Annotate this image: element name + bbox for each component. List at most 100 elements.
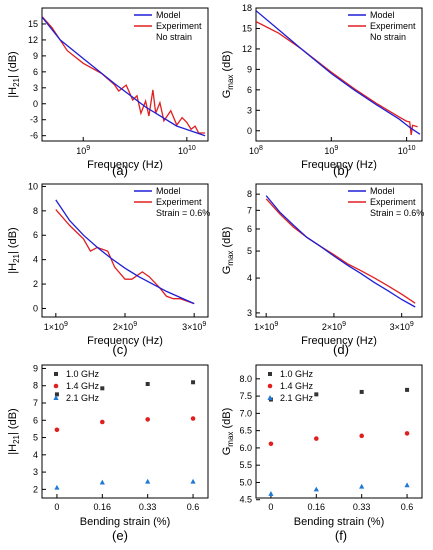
y-tick-label: 9 <box>33 363 38 373</box>
data-point-triangle <box>359 483 365 489</box>
plot-frame <box>41 7 209 142</box>
data-point-square <box>191 380 196 385</box>
y-tick-label: 5.0 <box>239 477 252 487</box>
data-layer <box>268 387 410 496</box>
data-point-triangle <box>54 484 60 490</box>
y-tick-label: -3 <box>30 115 38 125</box>
x-tick-label: 1×109 <box>44 321 68 332</box>
annotation-text: No strain <box>370 32 406 42</box>
panel-c: 0 2 4 6 8 10 1×109 2×109 3×109 Frequency (Hz) |H21… <box>7 181 210 347</box>
y-tick-label: 12 <box>242 44 252 54</box>
y-axis-title: Gmax (dB) <box>221 408 235 456</box>
y-tick-label: -6 <box>30 131 38 141</box>
legend-label: 2.1 GHz <box>66 393 100 403</box>
panel-a: -6 -3 0 3 6 9 12 15 109 1010 Frequency (Hz) |H21| (… <box>7 7 209 171</box>
x-axis-title: Frequency (Hz) <box>301 159 377 171</box>
legend-marker <box>53 383 59 389</box>
y-tick-label: 3 <box>33 83 38 93</box>
plot-frame <box>255 7 423 142</box>
legend-label: 1.4 GHz <box>66 381 100 391</box>
y-tick-label: 4 <box>33 255 38 265</box>
annotation-text: No strain <box>156 32 192 42</box>
y-axis-title: Gmax (dB) <box>221 227 235 275</box>
y-tick-label: 5.5 <box>239 460 252 470</box>
plot-frame <box>255 183 423 318</box>
panel-label: (a) <box>112 163 128 178</box>
series-line-experiment <box>55 209 195 305</box>
x-tick-label: 3×109 <box>182 321 206 332</box>
series-line-model <box>256 10 421 135</box>
x-tick-label: 0.33 <box>139 502 157 512</box>
annotation-text: Strain = 0.6% <box>156 208 210 218</box>
x-tick-label: 109 <box>324 145 338 156</box>
data-layer <box>54 380 196 490</box>
y-tick-label: 4.5 <box>239 495 252 505</box>
x-axis-title: Frequency (Hz) <box>87 335 163 347</box>
panel-label: (b) <box>333 163 349 178</box>
data-layer <box>55 199 195 305</box>
y-tick-label: 3 <box>247 105 252 115</box>
data-point-circle <box>190 416 196 421</box>
y-tick-label: 18 <box>242 3 252 13</box>
y-tick-label: 0 <box>247 126 252 136</box>
x-axis-title: Bending strain (%) <box>80 516 171 528</box>
legend-label: Model <box>370 186 395 196</box>
y-tick-label: 6 <box>247 224 252 234</box>
data-point-square <box>54 392 59 397</box>
data-point-triangle <box>99 479 105 485</box>
panel-label: (d) <box>333 342 349 357</box>
y-tick-label: 9 <box>33 51 38 61</box>
legend-label: Experiment <box>156 197 202 207</box>
x-tick-label: 0.6 <box>187 502 200 512</box>
y-tick-label: 0 <box>33 99 38 109</box>
panel-f: 4.5 5.0 5.5 6.0 6.5 7.0 7.5 8.0 0 0.16 0.33 0.6 Bend… <box>221 364 423 528</box>
panel-label: (c) <box>112 342 127 357</box>
y-axis-title: Gmax (dB) <box>221 51 235 99</box>
data-point-circle <box>100 419 105 425</box>
plot-frame <box>255 364 423 499</box>
y-axis-title: |H21| (dB) <box>7 227 21 273</box>
y-tick-label: 0 <box>33 303 38 313</box>
panel-d: 3 4 5 6 7 8 1×109 2×109 3×109 Frequency (Hz) Gmax … <box>221 183 424 347</box>
data-point-triangle <box>190 478 196 484</box>
y-tick-label: 6.0 <box>239 443 252 453</box>
x-axis-title: Frequency (Hz) <box>301 335 377 347</box>
legend-label: 1.0 GHz <box>280 369 314 379</box>
legend-marker <box>267 383 273 389</box>
y-axis-title: |H21| (dB) <box>7 51 21 97</box>
data-point-square <box>145 382 150 386</box>
data-point-triangle <box>268 491 274 496</box>
y-tick-label: 5 <box>33 433 38 443</box>
legend-marker <box>268 372 272 376</box>
y-tick-label: 6 <box>33 67 38 77</box>
plot-frame <box>41 364 209 499</box>
legend-label: Model <box>156 186 181 196</box>
x-tick-label: 0.33 <box>353 502 371 512</box>
x-tick-label: 0.16 <box>94 502 112 512</box>
panel-label: (f) <box>335 528 347 543</box>
data-point-triangle <box>404 482 410 488</box>
y-tick-label: 7 <box>33 398 38 408</box>
data-point-square <box>314 392 319 397</box>
legend-label: 2.1 GHz <box>280 393 314 403</box>
panel-e: 2 3 4 5 6 7 8 9 0 0.16 0.33 0.6 Bending strain (%) |H… <box>7 363 209 528</box>
legend-label: Experiment <box>370 197 416 207</box>
legend-label: Experiment <box>156 21 202 31</box>
y-tick-label: 7 <box>247 205 252 215</box>
data-point-circle <box>54 427 60 433</box>
data-layer <box>265 195 416 308</box>
x-tick-label: 0.16 <box>308 502 326 512</box>
panel-label: (e) <box>112 528 128 543</box>
y-tick-label: 6 <box>33 415 38 425</box>
data-point-circle <box>268 441 274 447</box>
y-tick-label: 8 <box>247 189 252 199</box>
legend-marker <box>267 395 273 400</box>
y-tick-label: 15 <box>28 19 38 29</box>
y-tick-label: 4 <box>247 273 252 283</box>
y-tick-label: 6 <box>247 85 252 95</box>
y-tick-label: 4 <box>33 450 38 460</box>
y-tick-label: 15 <box>242 23 252 33</box>
series-line-experiment <box>265 198 416 304</box>
y-tick-label: 6.5 <box>239 426 252 436</box>
